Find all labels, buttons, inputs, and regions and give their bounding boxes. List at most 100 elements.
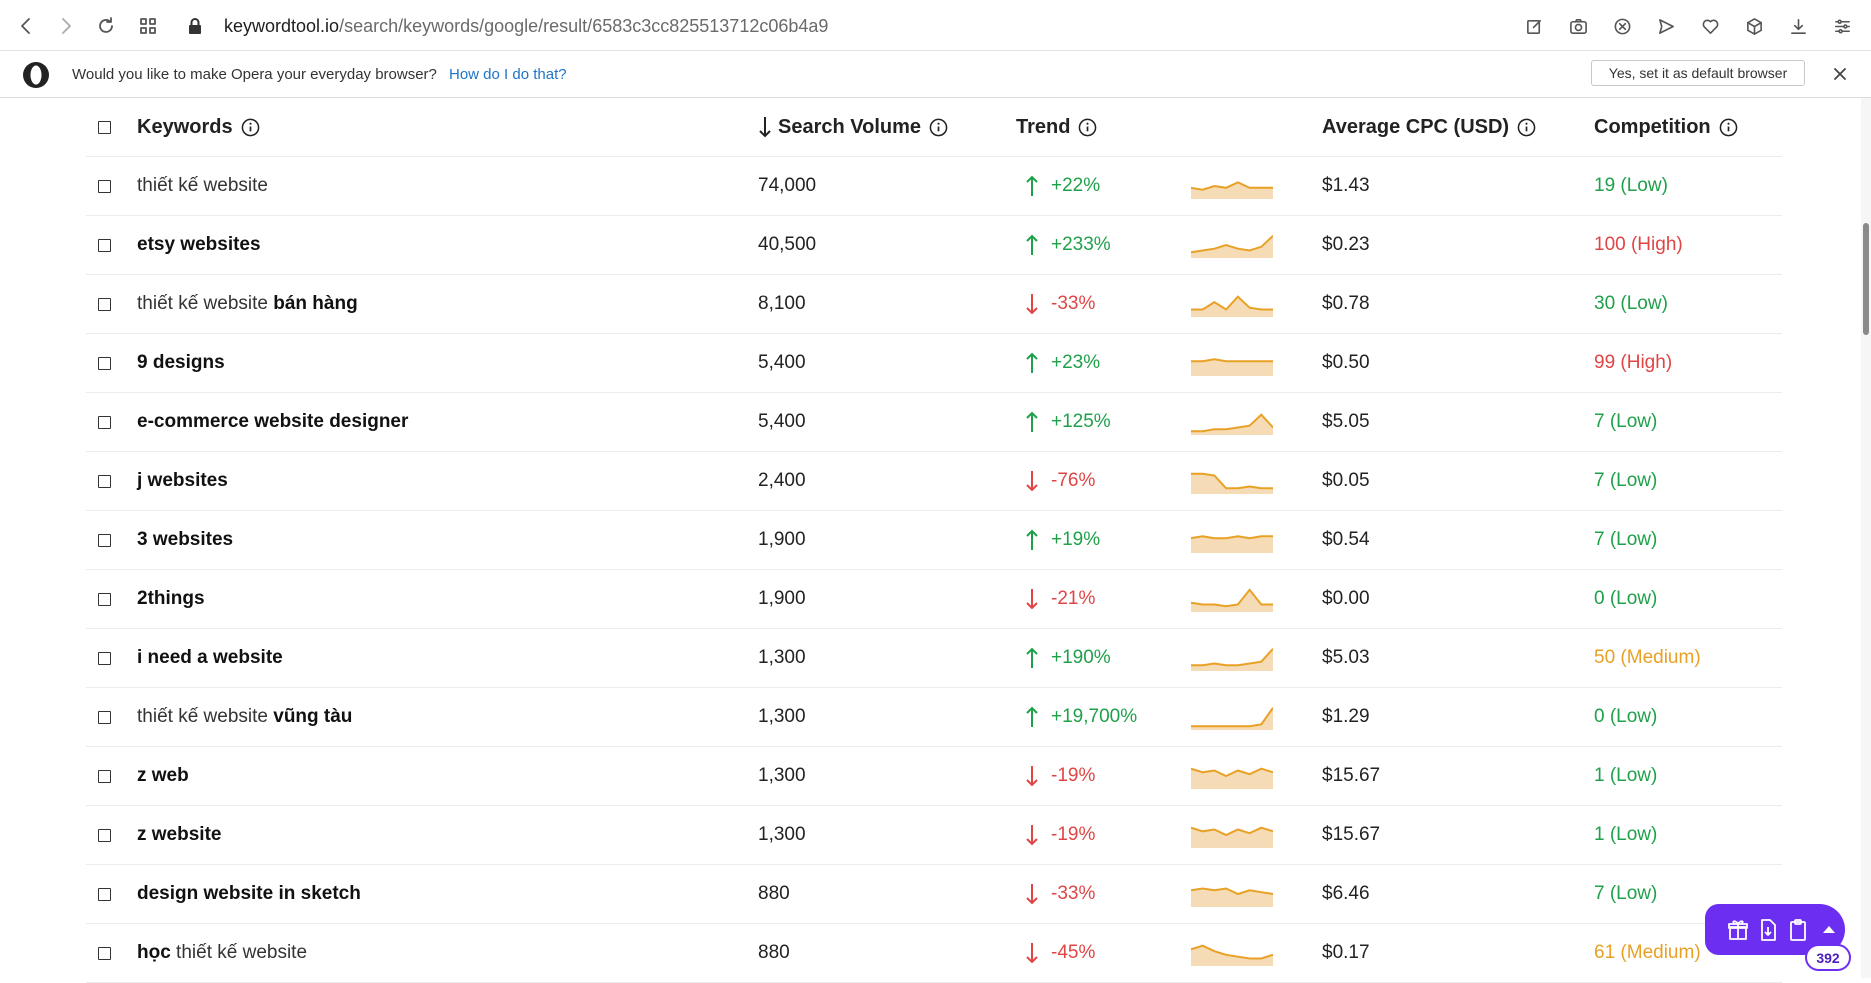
- keyword-cell[interactable]: z website: [137, 806, 221, 864]
- table-row[interactable]: 9 designs 5,400 +23% $0.50 99 (High): [86, 334, 1782, 393]
- downloads-button[interactable]: [1783, 12, 1813, 40]
- vertical-scrollbar[interactable]: [1861, 98, 1871, 978]
- trend-sparkline[interactable]: [1191, 629, 1273, 687]
- info-icon[interactable]: [1719, 118, 1738, 137]
- trend-sparkline[interactable]: [1191, 688, 1273, 746]
- table-row[interactable]: thiết kế website bán hàng 8,100 -33% $0.78 3…: [86, 275, 1782, 334]
- header-keywords[interactable]: Keywords: [137, 98, 260, 156]
- keyword-cell[interactable]: thiết kế website vũng tàu: [137, 688, 352, 746]
- info-icon[interactable]: [1078, 118, 1097, 137]
- trend-sparkline[interactable]: [1191, 216, 1273, 274]
- adblock-button[interactable]: [1607, 12, 1637, 40]
- keyword-cell[interactable]: e-commerce website designer: [137, 393, 408, 451]
- keyword-cell[interactable]: 2things: [137, 570, 205, 628]
- banner-howto-link[interactable]: How do I do that?: [449, 66, 567, 83]
- row-checkbox[interactable]: [98, 828, 111, 842]
- reload-button[interactable]: [92, 12, 120, 40]
- search-volume: 1,900: [758, 529, 806, 550]
- table-row[interactable]: học thiết kế website 880 -45% $0.17 61 (Medi…: [86, 924, 1782, 983]
- snapshot-button[interactable]: [1563, 12, 1593, 40]
- row-checkbox[interactable]: [98, 533, 111, 547]
- row-checkbox[interactable]: [98, 769, 111, 783]
- row-checkbox[interactable]: [98, 238, 111, 252]
- trend-percent: +22%: [1051, 175, 1101, 196]
- gift-button[interactable]: [1727, 918, 1749, 942]
- trend-up-icon: [1025, 216, 1039, 274]
- trend-sparkline[interactable]: [1191, 511, 1273, 569]
- back-button[interactable]: [12, 12, 40, 40]
- row-checkbox[interactable]: [98, 887, 111, 901]
- table-row[interactable]: thiết kế website 74,000 +22% $1.43 19 (Low): [86, 157, 1782, 216]
- forward-button[interactable]: [52, 12, 80, 40]
- edit-button[interactable]: [1519, 12, 1549, 40]
- search-volume: 880: [758, 883, 790, 904]
- table-row[interactable]: i need a website 1,300 +190% $5.03 50 (Mediu…: [86, 629, 1782, 688]
- info-icon[interactable]: [929, 118, 948, 137]
- trend-sparkline[interactable]: [1191, 806, 1273, 864]
- info-icon[interactable]: [1517, 118, 1536, 137]
- keyword-cell[interactable]: design website in sketch: [137, 865, 361, 923]
- row-checkbox[interactable]: [98, 651, 111, 665]
- table-row[interactable]: e-commerce website designer 5,400 +125% $5.…: [86, 393, 1782, 452]
- trend-sparkline[interactable]: [1191, 157, 1273, 215]
- set-default-browser-button[interactable]: Yes, set it as default browser: [1591, 60, 1805, 86]
- clipboard-button[interactable]: [1787, 918, 1809, 942]
- row-checkbox[interactable]: [98, 592, 111, 606]
- row-checkbox[interactable]: [98, 710, 111, 724]
- table-row[interactable]: thiết kế website vũng tàu 1,300 +19,700% $1…: [86, 688, 1782, 747]
- keyword-cell[interactable]: j websites: [137, 452, 228, 510]
- table-row[interactable]: j websites 2,400 -76% $0.05 7 (Low): [86, 452, 1782, 511]
- row-checkbox[interactable]: [98, 415, 111, 429]
- table-row[interactable]: 2things 1,900 -21% $0.00 0 (Low): [86, 570, 1782, 629]
- close-icon[interactable]: [1830, 64, 1850, 84]
- trend-sparkline[interactable]: [1191, 747, 1273, 805]
- keyword-cell[interactable]: 3 websites: [137, 511, 233, 569]
- trend-down-icon: [1025, 275, 1039, 333]
- info-icon[interactable]: [241, 118, 260, 137]
- trend-sparkline[interactable]: [1191, 865, 1273, 923]
- send-button[interactable]: [1651, 12, 1681, 40]
- trend-sparkline[interactable]: [1191, 393, 1273, 451]
- keyword-cell[interactable]: học thiết kế website: [137, 924, 307, 982]
- average-cpc: $6.46: [1322, 883, 1370, 904]
- row-checkbox[interactable]: [98, 474, 111, 488]
- header-search-volume[interactable]: Search Volume: [758, 98, 948, 156]
- file-download-button[interactable]: [1757, 918, 1779, 942]
- extensions-button[interactable]: [1739, 12, 1769, 40]
- keyword-cell[interactable]: thiết kế website: [137, 157, 268, 215]
- scrollbar-thumb[interactable]: [1863, 223, 1869, 335]
- row-checkbox[interactable]: [98, 297, 111, 311]
- gift-icon: [1728, 919, 1748, 940]
- header-competition[interactable]: Competition: [1594, 98, 1738, 156]
- keyword-cell[interactable]: z web: [137, 747, 189, 805]
- keyword-cell[interactable]: i need a website: [137, 629, 283, 687]
- trend-sparkline[interactable]: [1191, 275, 1273, 333]
- address-bar[interactable]: keywordtool.io/search/keywords/google/re…: [186, 10, 1516, 42]
- header-competition-label: Competition: [1594, 115, 1711, 138]
- keyword-text-bold: design website in sketch: [137, 883, 361, 904]
- trend-percent: +19%: [1051, 529, 1101, 550]
- row-checkbox[interactable]: [98, 179, 111, 193]
- trend-sparkline[interactable]: [1191, 924, 1273, 982]
- easy-setup-button[interactable]: [1827, 12, 1857, 40]
- row-checkbox[interactable]: [98, 946, 111, 960]
- tabs-grid-button[interactable]: [134, 12, 162, 40]
- header-cpc[interactable]: Average CPC (USD): [1322, 98, 1536, 156]
- table-row[interactable]: etsy websites 40,500 +233% $0.23 100 (High): [86, 216, 1782, 275]
- table-row[interactable]: z web 1,300 -19% $15.67 1 (Low): [86, 747, 1782, 806]
- keyword-cell[interactable]: etsy websites: [137, 216, 261, 274]
- trend-sparkline[interactable]: [1191, 570, 1273, 628]
- select-all-checkbox[interactable]: [98, 120, 111, 134]
- table-row[interactable]: design website in sketch 880 -33% $6.46 7 (L…: [86, 865, 1782, 924]
- row-checkbox[interactable]: [98, 356, 111, 370]
- table-row[interactable]: 3 websites 1,900 +19% $0.54 7 (Low): [86, 511, 1782, 570]
- header-trend[interactable]: Trend: [1016, 98, 1097, 156]
- bookmark-heart-button[interactable]: [1695, 12, 1725, 40]
- keyword-cell[interactable]: thiết kế website bán hàng: [137, 275, 358, 333]
- keyword-cell[interactable]: 9 designs: [137, 334, 225, 392]
- table-row[interactable]: z website 1,300 -19% $15.67 1 (Low): [86, 806, 1782, 865]
- widget-expand-caret[interactable]: [1823, 926, 1835, 933]
- trend-percent: -33%: [1051, 883, 1096, 904]
- trend-sparkline[interactable]: [1191, 334, 1273, 392]
- trend-sparkline[interactable]: [1191, 452, 1273, 510]
